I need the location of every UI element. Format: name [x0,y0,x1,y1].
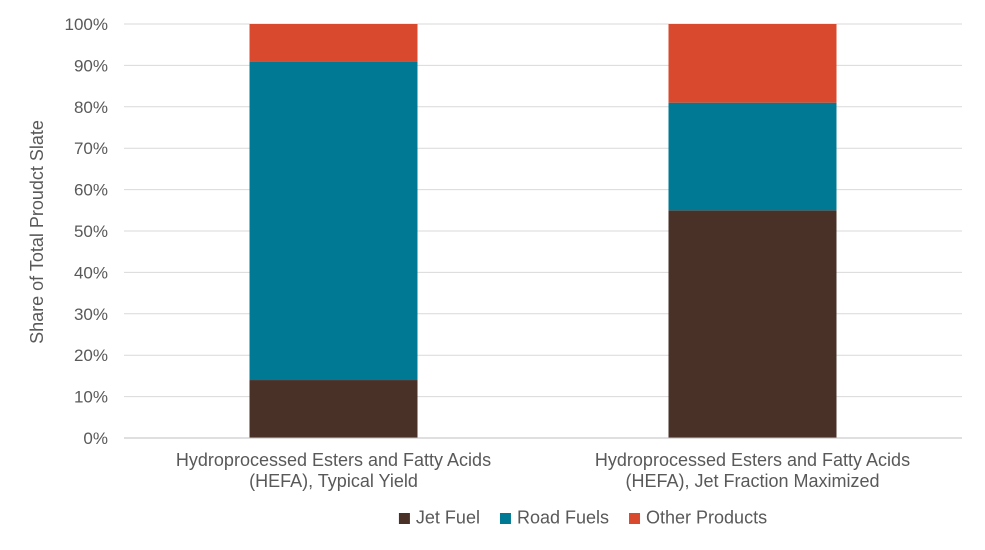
y-tick-label: 100% [65,15,108,34]
legend-item: Jet Fuel [398,508,480,528]
legend-swatch [398,513,410,524]
y-axis-title: Share of Total Proudct Slate [27,120,47,344]
y-tick-label: 70% [74,139,108,158]
legend-item: Road Fuels [499,508,609,528]
y-axis: 0% 10% 20% 30% 40% 50% 60% 70% 80% 90% 100% [65,15,108,448]
legend-swatch [499,513,511,524]
legend-label: Jet Fuel [416,508,480,528]
y-tick-label: 10% [74,388,108,407]
x-category-label: (HEFA), Typical Yield [249,471,418,491]
bar-segment-road-fuels [249,61,418,381]
legend: Jet Fuel Road Fuels Other Products [398,508,767,528]
bar-segment-jet-fuel [249,380,418,438]
x-category-label: Hydroprocessed Esters and Fatty Acids [595,450,910,470]
legend-item: Other Products [629,508,767,528]
bar-segment-jet-fuel [668,210,837,438]
y-tick-label: 0% [83,429,108,448]
y-tick-label: 80% [74,98,108,117]
x-category-label: Hydroprocessed Esters and Fatty Acids [176,450,491,470]
y-tick-label: 40% [74,263,108,282]
bar-segment-road-fuels [668,102,837,211]
y-tick-label: 60% [74,181,108,200]
legend-label: Other Products [646,508,767,528]
x-axis: Hydroprocessed Esters and Fatty Acids(HE… [124,437,962,491]
bar-segment-other-products [668,24,837,103]
y-tick-label: 30% [74,305,108,324]
bar-segment-other-products [249,24,418,62]
legend-swatch [629,513,641,524]
x-category-label: (HEFA), Jet Fraction Maximized [625,471,879,491]
bars [249,24,837,438]
y-tick-label: 90% [74,56,108,75]
y-tick-label: 50% [74,222,108,241]
legend-label: Road Fuels [517,508,609,528]
y-tick-label: 20% [74,346,108,365]
